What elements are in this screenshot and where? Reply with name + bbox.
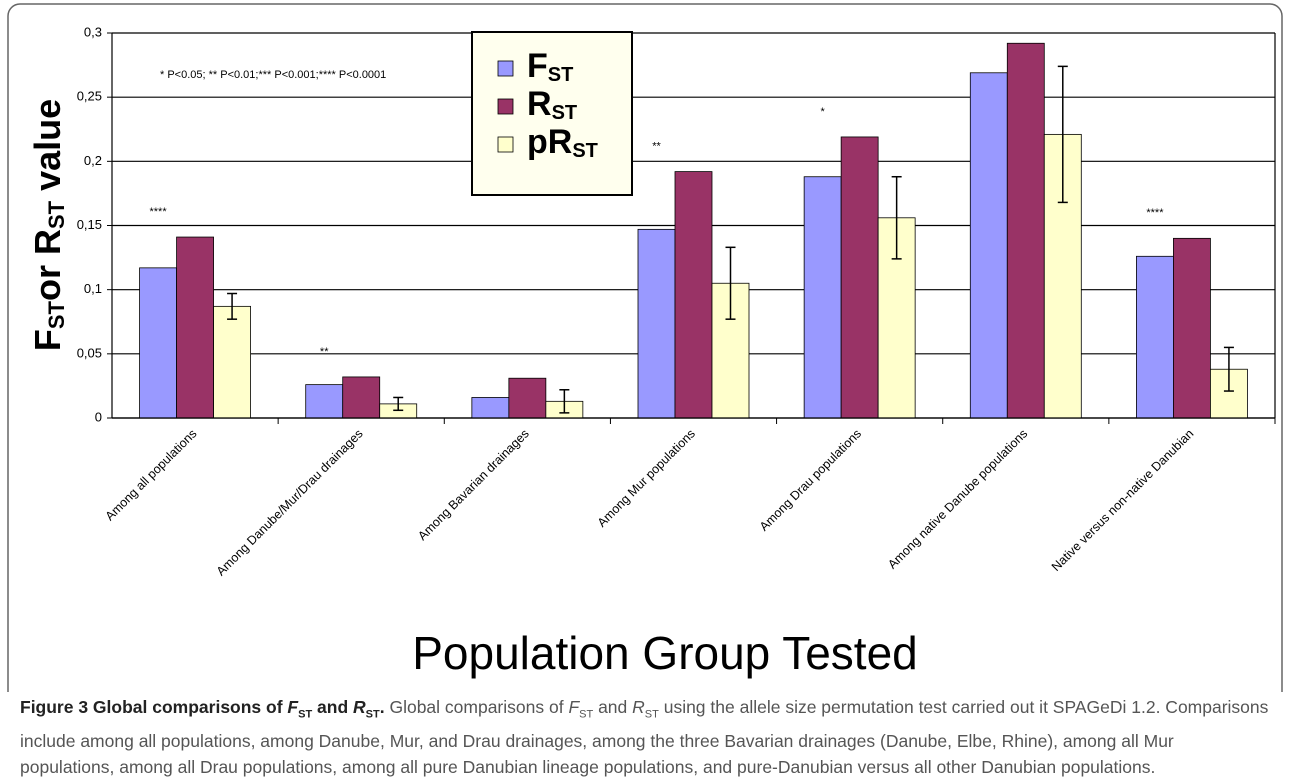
- error-bar: [1223, 346, 1234, 392]
- x-tick-label: Among all populations: [103, 427, 200, 524]
- legend-name: F: [527, 47, 548, 85]
- x-tick-label: Native versus non-native Danubian: [1049, 427, 1197, 575]
- error-bar: [891, 175, 902, 260]
- y-axis-label: FSTor RST value: [27, 99, 69, 351]
- legend-subscript: ST: [572, 140, 598, 162]
- bar: [139, 267, 177, 419]
- y-tick-label: 0,2: [84, 153, 102, 168]
- bar: [803, 176, 842, 419]
- legend-swatch: [497, 98, 514, 115]
- x-tick-label: Among Danube/Mur/Drau drainages: [214, 427, 366, 579]
- legend-swatch: [497, 60, 514, 77]
- bar: [176, 236, 214, 419]
- legend-label: FST: [527, 47, 573, 86]
- significance-label: **: [320, 346, 329, 358]
- chart: 0 0,05 0,1 0,15 0,2 0,25 0,3 Among all populati…: [7, 3, 1283, 692]
- significance-label: *: [821, 106, 826, 118]
- caption-text: F: [568, 697, 580, 717]
- bar: [1006, 42, 1045, 419]
- y-tick-label: 0,1: [84, 281, 102, 296]
- bar: [213, 305, 251, 419]
- error-bar: [227, 292, 238, 320]
- legend-label: pRST: [527, 123, 598, 162]
- error-bar: [559, 389, 570, 414]
- y-tick-label: 0,3: [84, 24, 102, 39]
- y-tick-label: 0,25: [77, 89, 102, 104]
- caption-text: .: [379, 697, 385, 717]
- error-bar: [1057, 65, 1068, 204]
- caption-text: and: [593, 697, 633, 717]
- legend-swatch: [497, 136, 514, 153]
- x-tick-label: Among Bavarian drainages: [415, 427, 532, 544]
- legend-subscript: ST: [548, 64, 574, 86]
- bar: [637, 228, 676, 419]
- y-axis-label-part: value: [27, 99, 68, 201]
- figure-frame: [7, 3, 1283, 692]
- x-tick-label: Among Drau populations: [757, 427, 864, 534]
- legend-name: R: [527, 85, 552, 123]
- bar: [674, 171, 713, 419]
- caption-text: and: [312, 697, 354, 717]
- legend-subscript: ST: [552, 102, 578, 124]
- caption-text: Figure 3 Global comparisons of: [20, 697, 288, 717]
- caption-text: ST: [365, 708, 380, 721]
- y-tick-label: 0,05: [77, 345, 102, 360]
- note: * P<0.05; ** P<0.01;*** P<0.001;**** P<0…: [160, 69, 386, 81]
- caption: Figure 3 Global comparisons of FST and R…: [20, 694, 1270, 780]
- caption-text: Global comparisons of: [384, 697, 569, 717]
- caption-text: using the allele size permutation test c…: [20, 697, 1269, 777]
- bar: [305, 384, 344, 419]
- y-axis-label-part: F: [27, 329, 68, 351]
- bar: [508, 377, 547, 419]
- bar: [471, 397, 510, 419]
- legend-label: RST: [527, 85, 577, 124]
- y-tick-label: 0,15: [77, 217, 102, 232]
- caption-text: ST: [298, 708, 313, 721]
- error-bar: [725, 246, 736, 320]
- bar: [1136, 255, 1174, 419]
- caption-text: ST: [644, 708, 659, 721]
- caption-text: R: [632, 697, 645, 717]
- error-bar: [393, 396, 404, 412]
- legend-name: pR: [527, 123, 572, 161]
- x-axis-label: Population Group Tested: [412, 627, 918, 679]
- significance-label: ****: [1146, 207, 1164, 219]
- y-axis-label-part: ST: [44, 300, 69, 329]
- x-tick-label: Among native Danube populations: [885, 427, 1030, 572]
- x-tick-label: Among Mur populations: [595, 427, 698, 530]
- significance-label: **: [652, 141, 661, 153]
- caption-text: ST: [579, 708, 594, 721]
- significance-label: ****: [150, 206, 168, 218]
- y-tick-label: 0: [95, 409, 102, 424]
- caption-text: F: [287, 697, 299, 717]
- bar: [969, 72, 1008, 419]
- caption-text: R: [353, 697, 366, 717]
- bar: [342, 376, 381, 419]
- y-axis-label-part: ST: [44, 200, 69, 229]
- bar: [1173, 237, 1211, 419]
- y-axis-label-part: or R: [27, 229, 68, 301]
- bar: [840, 136, 879, 419]
